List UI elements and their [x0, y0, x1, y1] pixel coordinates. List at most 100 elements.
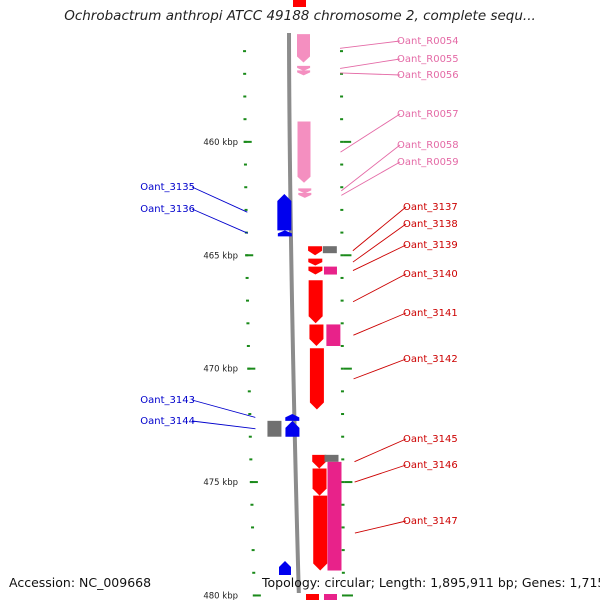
major-tick — [344, 481, 353, 484]
minor-tick — [340, 322, 344, 325]
minor-tick — [341, 526, 345, 529]
topology-summary: Topology: circular; Length: 1,895,911 bp… — [262, 575, 600, 590]
major-tick — [245, 254, 254, 257]
minor-tick — [340, 367, 344, 370]
rna-feature — [297, 121, 311, 183]
fwd-label: Oant_3147 — [403, 516, 458, 527]
gene-block — [306, 594, 319, 600]
gene-arrow — [308, 246, 323, 256]
fwd-label: Oant_3145 — [403, 434, 458, 445]
minor-tick — [243, 163, 247, 166]
fwd-label: Oant_3137 — [403, 202, 458, 213]
fwd-leader — [352, 206, 407, 252]
minor-tick — [341, 481, 345, 484]
rev-leader — [191, 420, 256, 430]
tick-label: 460 kbp — [203, 138, 238, 148]
fwd-label: Oant_3139 — [403, 240, 458, 251]
tick-label: 470 kbp — [203, 365, 238, 375]
feature-layer — [267, 34, 342, 600]
minor-tick — [248, 413, 252, 416]
minor-tick — [246, 344, 250, 347]
minor-tick — [249, 458, 253, 461]
minor-tick — [243, 72, 247, 75]
major-tick — [343, 254, 352, 257]
backbone-cap — [293, 0, 306, 7]
minor-tick — [340, 254, 344, 257]
label-layer: Oant_R0054 Oant_R0055 Oant_R0056 Oant_R0057… — [140, 36, 459, 534]
minor-tick — [341, 594, 345, 597]
minor-tick — [340, 186, 344, 189]
rna-label: Oant_R0056 — [397, 70, 459, 81]
tick-label: 465 kbp — [203, 251, 238, 261]
minor-tick — [340, 118, 344, 121]
minor-tick — [340, 276, 344, 279]
minor-tick — [246, 322, 250, 325]
minor-tick — [251, 549, 255, 552]
rna-feature — [297, 34, 311, 63]
rev-leader — [191, 399, 256, 418]
fwd-label: Oant_3146 — [403, 460, 458, 471]
minor-tick — [251, 526, 255, 529]
rna-label: Oant_R0055 — [397, 54, 459, 65]
rna-leader — [340, 58, 401, 69]
major-tick — [243, 140, 252, 143]
rna-leader — [339, 40, 401, 49]
minor-tick — [341, 571, 345, 574]
minor-tick — [245, 276, 249, 279]
gene-arrow — [309, 348, 324, 410]
gene-arrow — [308, 280, 323, 324]
rna-feature — [297, 65, 311, 71]
minor-tick — [252, 571, 256, 574]
rev-leader — [191, 186, 248, 213]
major-tick — [343, 367, 352, 370]
rna-feature — [298, 192, 312, 198]
minor-tick — [341, 549, 345, 552]
minor-tick — [340, 299, 344, 302]
rev-label: Oant_3135 — [140, 182, 195, 193]
minor-tick — [243, 50, 247, 53]
minor-tick — [340, 208, 344, 211]
gene-arrow — [277, 230, 292, 237]
major-tick — [249, 481, 258, 484]
gene-arrow — [279, 561, 291, 575]
gene-arrow — [308, 258, 323, 266]
rna-leader — [340, 72, 401, 76]
gene-block — [324, 594, 337, 600]
rna-leader — [340, 113, 401, 153]
minor-tick — [246, 299, 250, 302]
minor-tick — [340, 140, 344, 143]
rna-leader — [340, 144, 401, 192]
minor-tick — [244, 186, 248, 189]
rev-label: Oant_3136 — [140, 204, 195, 215]
rna-feature — [297, 70, 311, 76]
pseudogene-block — [267, 420, 282, 437]
fwd-label: Oant_3141 — [403, 308, 458, 319]
gene-block — [327, 461, 342, 571]
minor-tick — [243, 118, 247, 121]
tick-label: 475 kbp — [203, 478, 238, 488]
gene-arrow — [285, 414, 300, 421]
gene-block — [326, 324, 341, 346]
fwd-label: Oant_3138 — [403, 219, 458, 230]
rev-label: Oant_3143 — [140, 395, 195, 406]
major-tick — [343, 140, 352, 143]
tick-layer: 460 kbp 465 kbp 470 kbp 475 kbp 480 kbp — [203, 50, 353, 600]
fwd-leader — [354, 464, 407, 483]
minor-tick — [340, 344, 344, 347]
rna-label: Oant_R0057 — [397, 109, 459, 120]
gene-arrow — [313, 495, 328, 571]
gene-arrow — [285, 420, 300, 437]
accession-label: Accession: NC_009668 — [9, 575, 152, 590]
fwd-leader — [352, 223, 407, 263]
rna-label: Oant_R0058 — [397, 140, 459, 151]
backbone-strand — [287, 32, 301, 594]
rna-leader — [341, 161, 401, 196]
gene-arrow — [309, 324, 324, 346]
fwd-leader — [353, 358, 407, 380]
rev-leader — [191, 208, 249, 234]
fwd-leader — [352, 244, 407, 271]
minor-tick — [340, 231, 344, 234]
major-tick — [247, 367, 256, 370]
rna-label: Oant_R0054 — [397, 36, 459, 47]
